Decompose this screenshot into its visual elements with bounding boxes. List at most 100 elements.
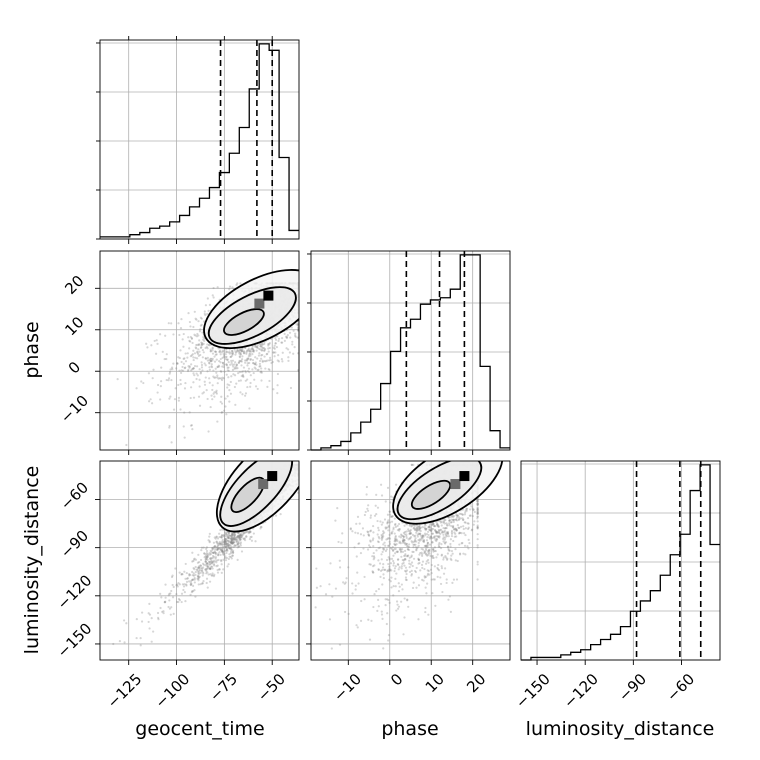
sample-point [418, 529, 421, 532]
sample-point [252, 349, 255, 352]
sample-point [476, 511, 479, 514]
sample-point [198, 575, 201, 578]
sample-point [336, 506, 339, 510]
sample-point [447, 547, 450, 550]
sample-point [476, 503, 479, 506]
sample-point [267, 347, 270, 350]
sample-point [472, 508, 475, 512]
sample-point [381, 521, 384, 524]
sample-point [202, 572, 205, 575]
sample-point [209, 557, 212, 560]
sample-point [206, 397, 209, 401]
sample-point [428, 523, 432, 526]
sample-point [213, 355, 216, 358]
sample-point [272, 346, 275, 349]
sample-point [452, 524, 455, 528]
sample-point [224, 537, 227, 540]
sample-point [210, 560, 213, 563]
sample-point [398, 529, 401, 532]
sample-point [246, 362, 249, 365]
sample-point [457, 532, 461, 535]
sample-point [432, 548, 435, 551]
sample-point [226, 533, 229, 537]
sample-point [202, 546, 205, 549]
sample-point [227, 366, 230, 369]
sample-point [252, 361, 255, 365]
sample-point [331, 595, 334, 598]
sample-point [195, 335, 199, 338]
sample-point [208, 560, 211, 563]
sample-point [238, 360, 241, 363]
sample-point [404, 570, 408, 573]
sample-point [235, 367, 238, 370]
sample-point [181, 365, 184, 369]
sample-point [432, 547, 435, 550]
sample-point [201, 356, 204, 359]
sample-point [403, 533, 406, 536]
sample-point [435, 538, 439, 541]
sample-point [183, 591, 186, 594]
sample-point [471, 514, 474, 518]
sample-point [184, 381, 187, 385]
sample-point [206, 564, 209, 568]
sample-point [179, 327, 183, 330]
sample-point [233, 544, 236, 547]
sample-point [147, 612, 150, 615]
sample-point [199, 353, 202, 357]
sample-point [198, 567, 201, 570]
sample-point [455, 514, 459, 517]
sample-point [219, 546, 223, 549]
sample-point [448, 519, 451, 522]
sample-point [439, 547, 443, 550]
sample-point [211, 554, 215, 558]
sample-point [431, 532, 434, 535]
sample-point [233, 541, 236, 544]
sample-point [209, 350, 212, 353]
sample-point [328, 583, 331, 586]
sample-point [234, 538, 237, 541]
sample-point [410, 561, 414, 564]
sample-point [437, 563, 440, 567]
sample-point [209, 567, 212, 571]
sample-point [334, 587, 338, 590]
sample-point [249, 530, 252, 533]
sample-point [455, 529, 458, 532]
sample-point [189, 593, 192, 596]
sample-point [363, 575, 366, 579]
sample-point [177, 582, 180, 585]
sample-point [424, 524, 427, 527]
sample-point [400, 567, 403, 570]
sample-point [412, 543, 415, 546]
sample-point [257, 368, 260, 371]
sample-point [211, 574, 214, 577]
sample-point [168, 592, 171, 595]
sample-point [186, 352, 189, 355]
sample-point [215, 565, 218, 568]
sample-point [192, 572, 195, 575]
sample-point [446, 531, 450, 534]
sample-point [415, 586, 418, 589]
sample-point [374, 504, 377, 507]
sample-point [210, 363, 213, 366]
sample-point [220, 549, 223, 552]
sample-point [237, 534, 240, 537]
sample-point [432, 523, 435, 526]
sample-point [425, 560, 428, 563]
sample-point [367, 533, 370, 536]
sample-point [422, 538, 426, 542]
sample-point [274, 336, 277, 340]
sample-point [433, 578, 436, 581]
sample-point [424, 552, 428, 555]
sample-point [276, 392, 279, 395]
sample-point [408, 537, 411, 540]
sample-point [242, 537, 245, 540]
sample-point [227, 539, 230, 543]
sample-point [177, 356, 180, 359]
sample-point [219, 357, 222, 361]
sample-point [420, 547, 423, 550]
sample-point [384, 527, 387, 530]
sample-point [421, 537, 424, 540]
sample-point [423, 523, 426, 526]
sample-point [227, 544, 230, 547]
sample-point [444, 526, 447, 530]
